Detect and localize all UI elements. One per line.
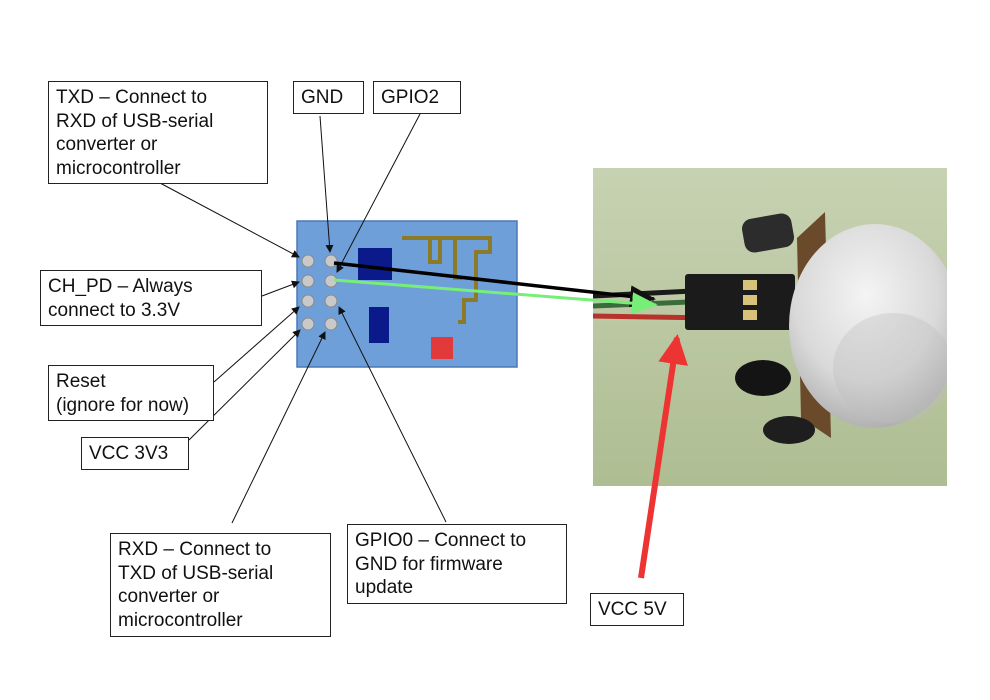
label-gpio2: GPIO2 (373, 81, 461, 114)
pin-gnd (324, 254, 338, 268)
label-txd: TXD – Connect to RXD of USB-serial conve… (48, 81, 268, 184)
label-rxd: RXD – Connect to TXD of USB-serial conve… (110, 533, 331, 637)
photo-dome (789, 224, 947, 428)
pointer-reset (213, 306, 300, 383)
chip-flash (369, 307, 389, 343)
label-vcc-3v3: VCC 3V3 (81, 437, 189, 470)
pointer-ch-pd (261, 280, 300, 297)
pin-ch-pd (301, 274, 315, 288)
esp01-board (296, 220, 518, 368)
photo-capacitor (742, 213, 794, 253)
label-gnd: GND (293, 81, 364, 114)
pointer-txd (159, 182, 300, 258)
pin-txd (301, 254, 315, 268)
vcc-5v-arrow (638, 334, 688, 579)
chip-main (358, 248, 392, 280)
pointer-rxd (231, 331, 326, 524)
pin-reset (301, 294, 315, 308)
label-ch-pd: CH_PD – Always connect to 3.3V (40, 270, 262, 326)
photo-component (735, 360, 791, 396)
photo-connector (685, 274, 795, 330)
pointer-gpio0 (338, 306, 447, 523)
photo-dome-shadow (833, 313, 947, 423)
led (431, 337, 453, 359)
pin-gpio0 (324, 294, 338, 308)
photo-connector-slot (743, 310, 757, 320)
ground-wire-arrow (333, 261, 656, 308)
label-reset: Reset (ignore for now) (48, 365, 214, 421)
photo-connector-slot (743, 295, 757, 305)
photo-component (763, 416, 815, 444)
pointer-gpio2 (336, 113, 421, 273)
pointer-gnd (319, 115, 334, 253)
pir-sensor-photo (593, 168, 947, 486)
label-vcc-5v: VCC 5V (590, 593, 684, 626)
signal-wire-arrow (333, 278, 658, 315)
photo-connector-slot (743, 280, 757, 290)
label-gpio0: GPIO0 – Connect to GND for firmware upda… (347, 524, 567, 604)
pointer-vcc3v3 (188, 329, 301, 441)
pin-rxd (324, 317, 338, 331)
pin-vcc (301, 317, 315, 331)
